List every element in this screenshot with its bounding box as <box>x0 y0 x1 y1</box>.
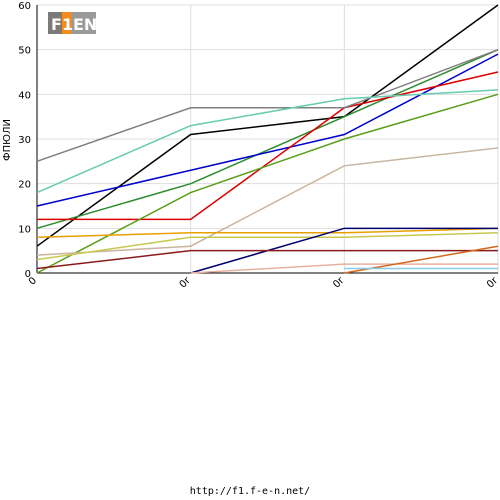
series-line-3 <box>37 71 499 221</box>
y-axis-label: ФПЮЛИ <box>2 119 13 161</box>
series-line-5 <box>36 89 499 194</box>
series-line-11 <box>36 249 498 270</box>
series-lines <box>36 4 499 274</box>
footer-url[interactable]: http://f1.f-e-n.net/ <box>189 486 311 497</box>
svg-text:EN: EN <box>73 15 97 34</box>
y-tick-label: 60 <box>18 1 31 12</box>
svg-text:1: 1 <box>62 15 73 34</box>
svg-text:F: F <box>51 15 62 34</box>
y-tick-label: 10 <box>18 224 31 235</box>
x-tick-label: 0 <box>27 275 39 287</box>
tick-labels: 0 10 20 30 40 50 60 0 0r 0r 0r <box>18 1 500 291</box>
series-line-9 <box>36 232 499 261</box>
series-line-8 <box>36 227 499 239</box>
logo-mark: F 1 EN <box>48 12 97 34</box>
series-line-6 <box>36 93 499 274</box>
y-tick-label: 20 <box>18 180 31 191</box>
x-tick-label: 0r <box>178 275 194 291</box>
series-line-12 <box>190 263 498 274</box>
y-tick-label: 30 <box>18 135 31 146</box>
y-tick-label: 40 <box>18 90 31 101</box>
logo: F 1 EN <box>48 10 98 36</box>
y-tick-label: 0 <box>25 269 31 280</box>
x-tick-label: 0r <box>485 275 500 291</box>
series-line-10 <box>190 227 498 274</box>
series-line-0 <box>36 4 499 247</box>
series-line-7 <box>36 147 499 256</box>
y-tick-label: 50 <box>18 46 31 57</box>
series-line-4 <box>36 48 499 163</box>
x-tick-label: 0r <box>331 275 347 291</box>
series-line-1 <box>36 48 499 230</box>
